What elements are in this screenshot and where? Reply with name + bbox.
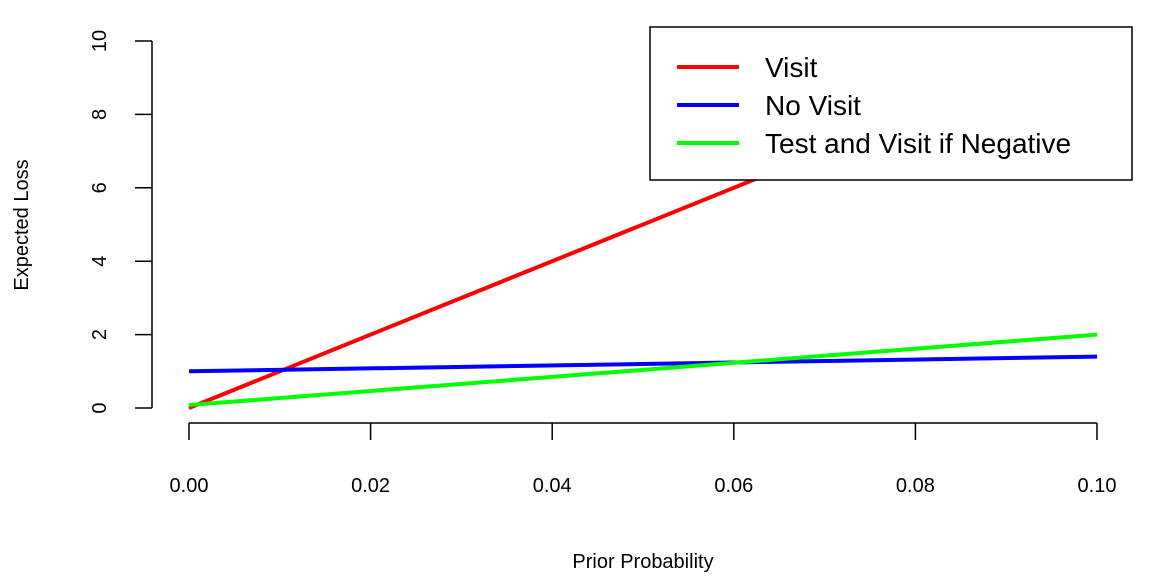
x-axis: 0.00 0.02 0.04 0.06 0.08 0.10 — [170, 422, 1117, 497]
y-tick-label: 8 — [89, 109, 111, 120]
legend-label-visit: Visit — [765, 52, 818, 83]
x-axis-title: Prior Probability — [572, 551, 713, 573]
y-tick-label: 6 — [89, 182, 111, 193]
y-tick-label: 2 — [89, 329, 111, 340]
legend-label-no-visit: No Visit — [765, 90, 861, 121]
y-tick-label: 10 — [89, 30, 111, 52]
y-tick-label: 4 — [89, 256, 111, 267]
x-tick-label: 0.08 — [896, 475, 935, 497]
x-tick-label: 0.06 — [714, 475, 753, 497]
x-tick-label: 0.02 — [351, 475, 390, 497]
y-axis: 0 2 4 6 8 10 — [89, 30, 153, 414]
y-axis-title: Expected Loss — [11, 159, 33, 290]
x-tick-label: 0.00 — [170, 475, 209, 497]
x-tick-label: 0.04 — [533, 475, 572, 497]
legend-label-test-and-visit-if-negative: Test and Visit if Negative — [765, 128, 1071, 159]
x-tick-label: 0.10 — [1078, 475, 1117, 497]
series-line-test-and-visit-if-negative — [188, 332, 1098, 408]
series-line-no-visit — [188, 354, 1098, 374]
y-tick-label: 0 — [89, 402, 111, 413]
legend: Visit No Visit Test and Visit if Negative — [649, 26, 1133, 181]
